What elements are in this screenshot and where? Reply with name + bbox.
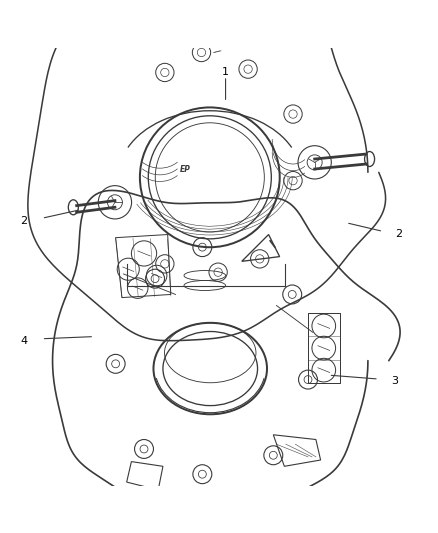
Text: 2: 2 [395, 229, 402, 239]
Text: 2: 2 [21, 215, 28, 225]
Text: 1: 1 [222, 67, 229, 77]
Text: 4: 4 [21, 336, 28, 346]
Text: EP: EP [180, 165, 190, 174]
Text: 3: 3 [391, 376, 398, 386]
